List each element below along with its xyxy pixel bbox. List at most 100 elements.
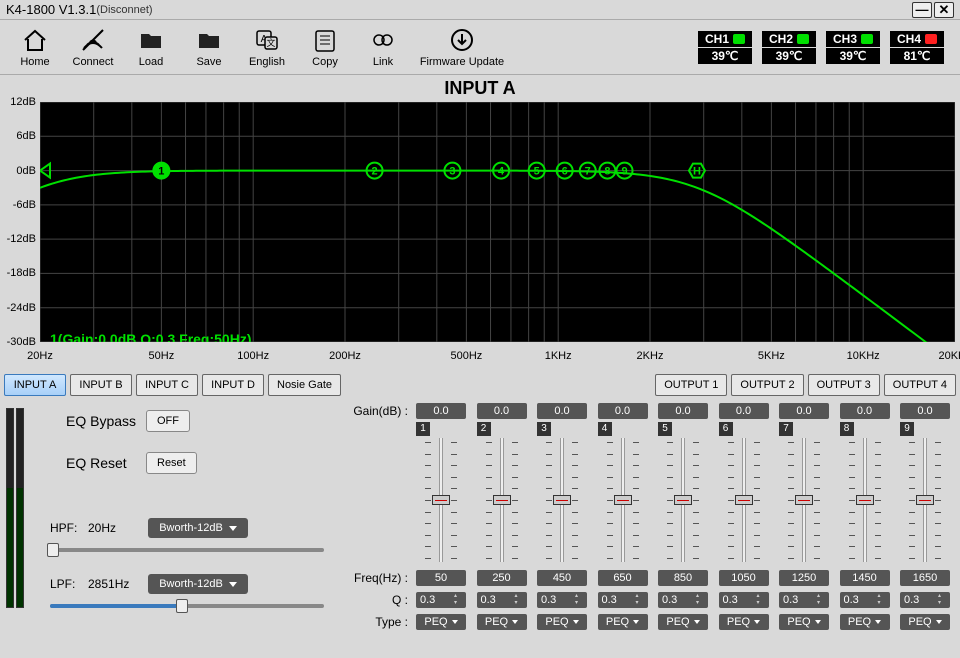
- band-4-fader[interactable]: [605, 438, 641, 562]
- y-axis-label: 12dB: [10, 96, 36, 108]
- svg-text:1: 1: [158, 166, 164, 178]
- eq-bypass-button[interactable]: OFF: [146, 410, 190, 432]
- band-3-fader[interactable]: [544, 438, 580, 562]
- band-7-type-dropdown[interactable]: PEQ: [779, 614, 829, 630]
- lang-icon: A文: [253, 26, 281, 54]
- band-3-freq-value[interactable]: 450: [537, 570, 587, 586]
- toolbar-home-button[interactable]: Home: [6, 21, 64, 73]
- band-7-freq-value[interactable]: 1250: [779, 570, 829, 586]
- hpf-value: 20Hz: [88, 521, 138, 535]
- toolbar-load-button[interactable]: Load: [122, 21, 180, 73]
- tab-input-a[interactable]: INPUT A: [4, 374, 66, 396]
- close-button[interactable]: ✕: [934, 2, 954, 18]
- band-8-number: 8: [840, 422, 854, 436]
- svg-text:H: H: [693, 166, 701, 178]
- band-5-fader[interactable]: [665, 438, 701, 562]
- toolbar-link-button[interactable]: Link: [354, 21, 412, 73]
- y-axis-label: 0dB: [16, 165, 36, 177]
- band-7-gain-value[interactable]: 0.0: [779, 403, 829, 419]
- band-4-type-dropdown[interactable]: PEQ: [598, 614, 648, 630]
- toolbar-connect-button[interactable]: Connect: [64, 21, 122, 73]
- tab-output-3[interactable]: OUTPUT 3: [808, 374, 880, 396]
- band-4-gain-value[interactable]: 0.0: [598, 403, 648, 419]
- band-2-gain-value[interactable]: 0.0: [477, 403, 527, 419]
- band-1-fader[interactable]: [423, 438, 459, 562]
- load-icon: [137, 26, 165, 54]
- toolbar-fw-button[interactable]: Firmware Update: [412, 21, 512, 73]
- tab-input-d[interactable]: INPUT D: [202, 374, 264, 396]
- band-3-gain-value[interactable]: 0.0: [537, 403, 587, 419]
- band-8-freq-value[interactable]: 1450: [840, 570, 890, 586]
- x-axis-label: 100Hz: [237, 350, 269, 362]
- svg-text:文: 文: [266, 37, 275, 48]
- band-6-q-value[interactable]: 0.3▴▾: [719, 592, 769, 608]
- tab-output-4[interactable]: OUTPUT 4: [884, 374, 956, 396]
- band-8-gain-value[interactable]: 0.0: [840, 403, 890, 419]
- toolbar-label: Firmware Update: [420, 56, 504, 68]
- link-icon: [369, 26, 397, 54]
- band-4-number: 4: [598, 422, 612, 436]
- band-7-q-value[interactable]: 0.3▴▾: [779, 592, 829, 608]
- band-2-type-dropdown[interactable]: PEQ: [477, 614, 527, 630]
- minimize-button[interactable]: —: [912, 2, 932, 18]
- band-5-gain-value[interactable]: 0.0: [658, 403, 708, 419]
- connect-icon: [79, 26, 107, 54]
- eq-graph[interactable]: 12dB6dB0dB-6dB-12dB-18dB-24dB-30dB 12345…: [0, 102, 960, 372]
- channel-led-icon: [797, 34, 809, 44]
- band-7-number: 7: [779, 422, 793, 436]
- band-8-q-value[interactable]: 0.3▴▾: [840, 592, 890, 608]
- band-8-fader[interactable]: [847, 438, 883, 562]
- titlebar: K4-1800 V1.3.1 (Disconnet) — ✕: [0, 0, 960, 20]
- band-3-q-value[interactable]: 0.3▴▾: [537, 592, 587, 608]
- band-5-freq-value[interactable]: 850: [658, 570, 708, 586]
- meter-right: [16, 408, 24, 608]
- band-9-q-value[interactable]: 0.3▴▾: [900, 592, 950, 608]
- band-2-fader[interactable]: [484, 438, 520, 562]
- band-1-type-dropdown[interactable]: PEQ: [416, 614, 466, 630]
- band-7-fader[interactable]: [786, 438, 822, 562]
- band-2-q-value[interactable]: 0.3▴▾: [477, 592, 527, 608]
- hpf-slider[interactable]: [50, 542, 324, 558]
- band-4-freq-value[interactable]: 650: [598, 570, 648, 586]
- band-5-q-value[interactable]: 0.3▴▾: [658, 592, 708, 608]
- band-4-q-value[interactable]: 0.3▴▾: [598, 592, 648, 608]
- band-1-gain-value[interactable]: 0.0: [416, 403, 466, 419]
- band-2-freq-value[interactable]: 250: [477, 570, 527, 586]
- tab-output-1[interactable]: OUTPUT 1: [655, 374, 727, 396]
- toolbar: HomeConnectLoadSaveA文EnglishCopyLink Firm…: [0, 20, 960, 75]
- toolbar-copy-button[interactable]: Copy: [296, 21, 354, 73]
- tab-input-c[interactable]: INPUT C: [136, 374, 198, 396]
- toolbar-lang-button[interactable]: A文English: [238, 21, 296, 73]
- x-axis-label: 1KHz: [545, 350, 572, 362]
- hpf-type-dropdown[interactable]: Bworth-12dB: [148, 518, 248, 538]
- toolbar-save-button[interactable]: Save: [180, 21, 238, 73]
- lpf-slider[interactable]: [50, 598, 324, 614]
- section-title: INPUT A: [0, 75, 960, 102]
- band-9-gain-value[interactable]: 0.0: [900, 403, 950, 419]
- band-1-q-value[interactable]: 0.3▴▾: [416, 592, 466, 608]
- svg-text:3: 3: [449, 166, 455, 178]
- tab-nosie-gate[interactable]: Nosie Gate: [268, 374, 341, 396]
- band-9-type-dropdown[interactable]: PEQ: [900, 614, 950, 630]
- band-6-fader[interactable]: [726, 438, 762, 562]
- band-9-fader[interactable]: [907, 438, 943, 562]
- meter-left: [6, 408, 14, 608]
- band-3-type-dropdown[interactable]: PEQ: [537, 614, 587, 630]
- band-3-number: 3: [537, 422, 551, 436]
- svg-text:4: 4: [498, 166, 505, 178]
- lpf-value: 2851Hz: [88, 577, 138, 591]
- lpf-type-dropdown[interactable]: Bworth-12dB: [148, 574, 248, 594]
- x-axis-label: 50Hz: [149, 350, 175, 362]
- freq-row-label: Freq(Hz) :: [348, 571, 408, 585]
- band-6-gain-value[interactable]: 0.0: [719, 403, 769, 419]
- eq-reset-button[interactable]: Reset: [146, 452, 197, 474]
- band-6-type-dropdown[interactable]: PEQ: [719, 614, 769, 630]
- band-6-freq-value[interactable]: 1050: [719, 570, 769, 586]
- band-5-type-dropdown[interactable]: PEQ: [658, 614, 708, 630]
- gain-row-label: Gain(dB) :: [348, 404, 408, 418]
- tab-input-b[interactable]: INPUT B: [70, 374, 132, 396]
- tab-output-2[interactable]: OUTPUT 2: [731, 374, 803, 396]
- band-8-type-dropdown[interactable]: PEQ: [840, 614, 890, 630]
- band-9-freq-value[interactable]: 1650: [900, 570, 950, 586]
- band-1-freq-value[interactable]: 50: [416, 570, 466, 586]
